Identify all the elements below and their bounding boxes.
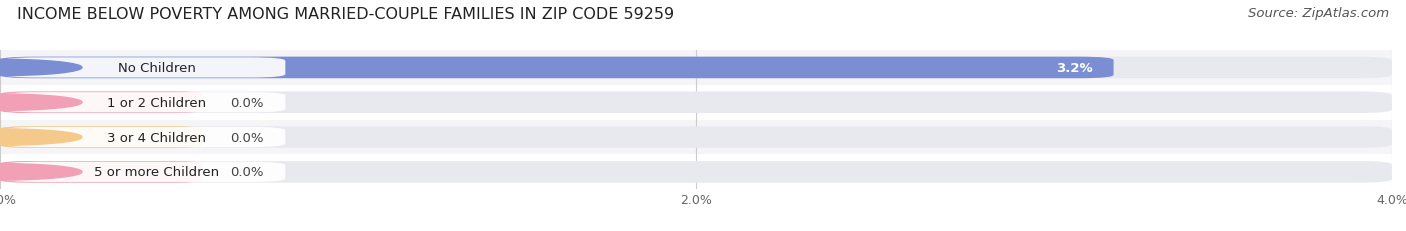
FancyBboxPatch shape [3, 58, 285, 78]
FancyBboxPatch shape [3, 128, 285, 148]
FancyBboxPatch shape [0, 155, 1392, 189]
FancyBboxPatch shape [3, 162, 285, 182]
Text: 0.0%: 0.0% [229, 166, 263, 179]
FancyBboxPatch shape [0, 120, 1392, 155]
FancyBboxPatch shape [0, 58, 1392, 79]
FancyBboxPatch shape [0, 127, 1392, 148]
Text: 0.0%: 0.0% [229, 96, 263, 109]
Circle shape [0, 164, 82, 180]
Text: 3 or 4 Children: 3 or 4 Children [107, 131, 207, 144]
Circle shape [0, 95, 82, 111]
Text: 5 or more Children: 5 or more Children [94, 166, 219, 179]
Circle shape [0, 60, 82, 76]
FancyBboxPatch shape [0, 58, 1114, 79]
FancyBboxPatch shape [0, 85, 1392, 120]
FancyBboxPatch shape [0, 161, 202, 183]
FancyBboxPatch shape [0, 127, 202, 148]
Text: 0.0%: 0.0% [229, 131, 263, 144]
Text: 3.2%: 3.2% [1056, 62, 1092, 75]
Circle shape [0, 129, 82, 146]
Text: Source: ZipAtlas.com: Source: ZipAtlas.com [1249, 7, 1389, 20]
Text: No Children: No Children [118, 62, 195, 75]
FancyBboxPatch shape [3, 93, 285, 113]
FancyBboxPatch shape [0, 161, 1392, 183]
FancyBboxPatch shape [0, 92, 1392, 113]
FancyBboxPatch shape [0, 92, 202, 113]
Text: INCOME BELOW POVERTY AMONG MARRIED-COUPLE FAMILIES IN ZIP CODE 59259: INCOME BELOW POVERTY AMONG MARRIED-COUPL… [17, 7, 673, 22]
Text: 1 or 2 Children: 1 or 2 Children [107, 96, 207, 109]
FancyBboxPatch shape [0, 51, 1392, 85]
